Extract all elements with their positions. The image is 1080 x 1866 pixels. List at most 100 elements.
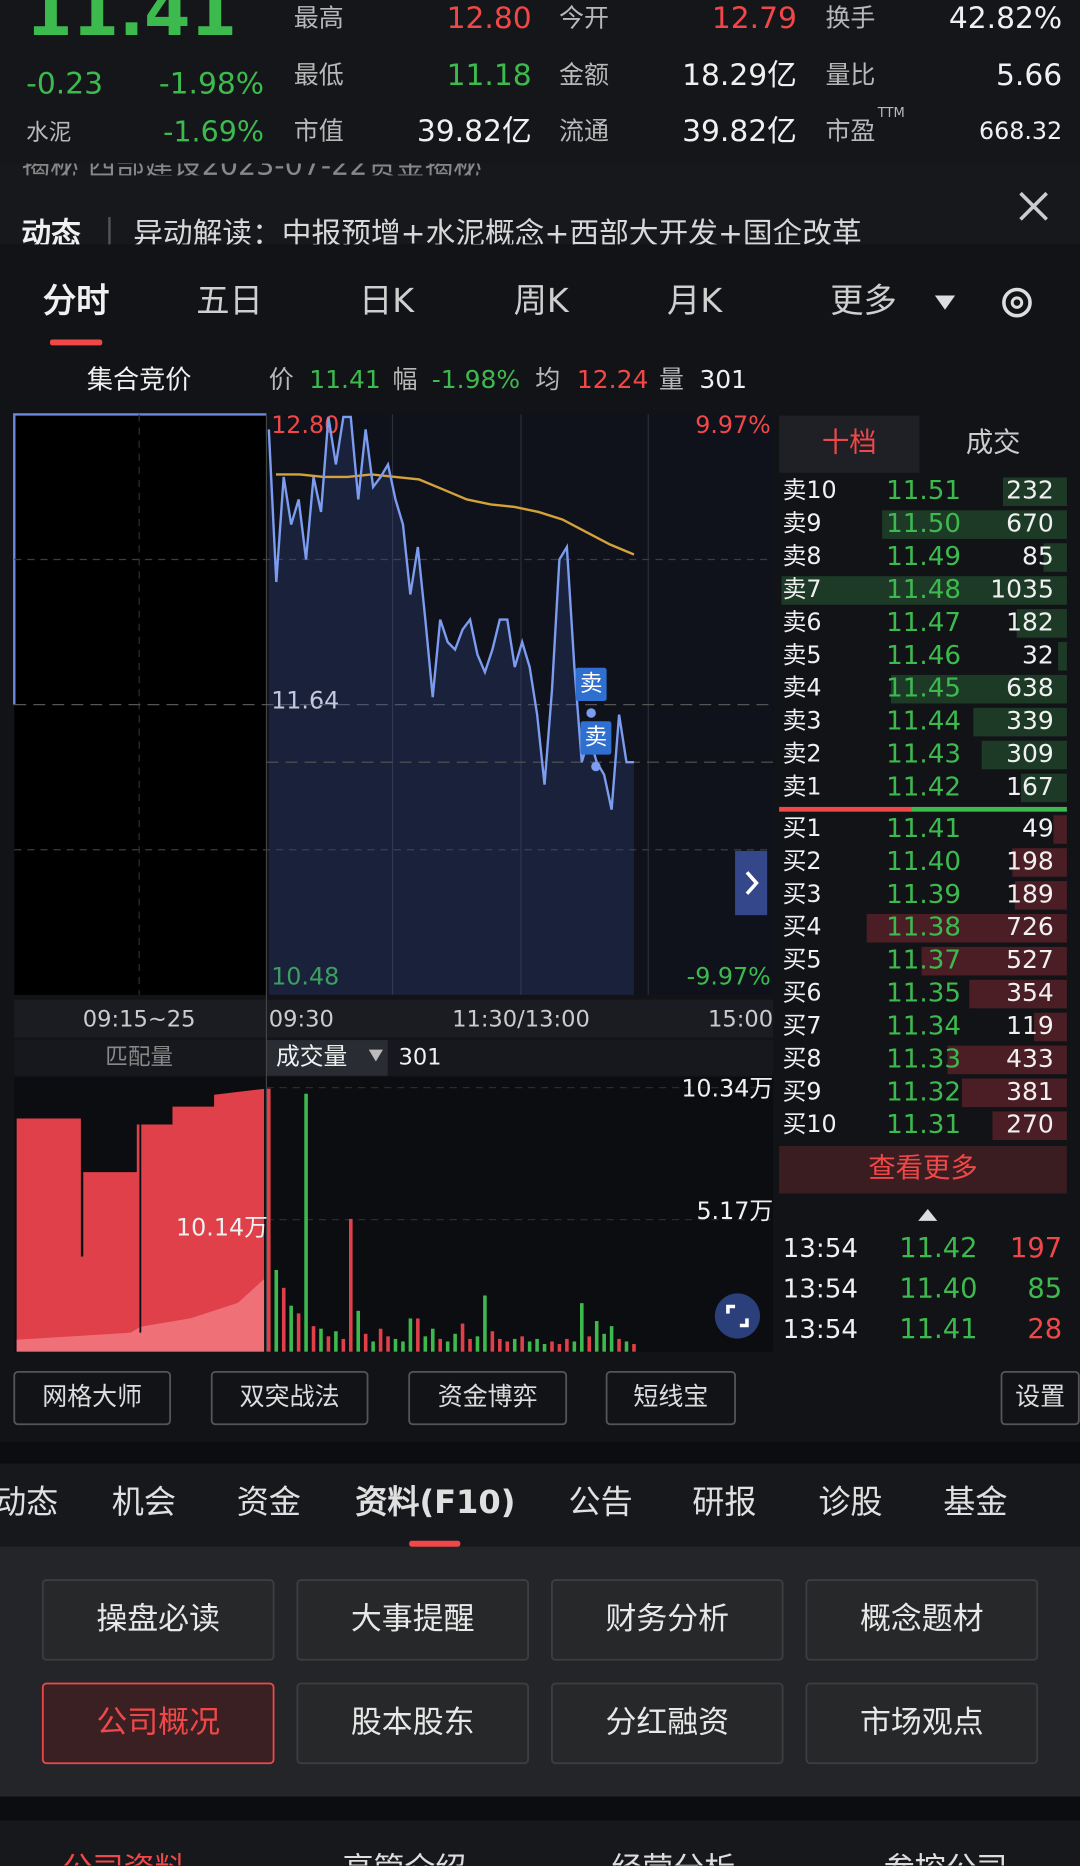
f10-button[interactable]: [805, 1682, 1039, 1765]
fullscreen-button[interactable]: [714, 1293, 761, 1339]
f10-label[interactable]: 市场观点: [860, 1704, 984, 1740]
chart-tab[interactable]: 周K: [514, 281, 570, 320]
nav-tab[interactable]: 资料(F10): [355, 1483, 515, 1521]
more-button[interactable]: [779, 1145, 1067, 1194]
f10-label[interactable]: 概念题材: [860, 1601, 984, 1637]
tool-button[interactable]: [13, 1371, 171, 1426]
fullscreen-icon: [726, 1304, 749, 1328]
tool-label[interactable]: 资金博弈: [438, 1382, 538, 1411]
chart-tab[interactable]: 月K: [667, 281, 723, 320]
book-level: 买1: [783, 814, 822, 842]
nav-tab[interactable]: 研报: [692, 1483, 756, 1521]
book-volume: 354: [1006, 978, 1054, 1007]
book-volume: 433: [1006, 1044, 1054, 1073]
match-value: 10.14万: [176, 1214, 268, 1242]
f10-label[interactable]: 分红融资: [605, 1704, 729, 1740]
volume-bar: [408, 1318, 413, 1352]
volume-bar: [565, 1338, 569, 1352]
volume-bar: [326, 1336, 331, 1352]
change-pct: -1.98%: [159, 66, 264, 101]
f10-label[interactable]: 公司概况: [96, 1704, 220, 1740]
tool-label[interactable]: 双突战法: [240, 1382, 340, 1411]
nav-tab[interactable]: 公告: [569, 1483, 633, 1521]
stat-label: 金额: [559, 61, 609, 90]
sub-tab[interactable]: 高管介绍: [343, 1851, 467, 1866]
chart-tab[interactable]: 日K: [359, 281, 415, 320]
f10-button[interactable]: [296, 1579, 529, 1661]
f10-label[interactable]: 操盘必读: [96, 1601, 220, 1637]
sub-tab[interactable]: 公司资料: [62, 1851, 186, 1866]
tool-button[interactable]: [210, 1371, 369, 1426]
stat-label: 量比: [825, 61, 875, 90]
book-volume: 189: [1006, 879, 1054, 908]
tool-label[interactable]: 设置: [1015, 1382, 1065, 1411]
nav-tab[interactable]: 基金: [943, 1483, 1007, 1521]
book-price: 11.49: [886, 542, 961, 572]
more-text[interactable]: 查看更多: [868, 1153, 977, 1184]
price-area: [268, 416, 634, 995]
volume-selector[interactable]: [266, 1040, 388, 1076]
close-icon[interactable]: [1019, 191, 1048, 221]
chart-tab[interactable]: 更多: [830, 281, 897, 320]
settings-icon[interactable]: [1002, 287, 1032, 318]
stat-value: 39.82亿: [417, 114, 532, 149]
sub-tab[interactable]: 经营分析: [611, 1851, 735, 1866]
book-price: 11.35: [886, 979, 961, 1009]
price-line: [267, 415, 634, 810]
f10-label[interactable]: 股本股东: [351, 1704, 475, 1740]
f10-button[interactable]: [805, 1579, 1039, 1661]
info-avg-label: 均: [535, 365, 560, 394]
stat-label: 今开: [559, 4, 609, 33]
book-price: 11.45: [886, 674, 961, 704]
expand-button[interactable]: [735, 850, 768, 916]
nav-tab[interactable]: 机会: [112, 1483, 176, 1521]
book-price: 11.34: [886, 1011, 961, 1041]
volume-bar: [594, 1321, 599, 1352]
tool-label[interactable]: 网格大师: [42, 1382, 142, 1411]
book-tab[interactable]: 成交: [966, 428, 1021, 459]
book-tab[interactable]: 十档: [822, 428, 877, 459]
vol-value: 301: [398, 1044, 441, 1070]
book-volume: 270: [1006, 1110, 1054, 1139]
volume-bar: [274, 1269, 279, 1352]
book-level: 卖8: [783, 542, 822, 570]
volume-bar: [363, 1333, 368, 1352]
nav-tab[interactable]: 动态: [0, 1483, 58, 1521]
time-axis-bg: [14, 999, 774, 1038]
volume-header-bg: [14, 1040, 774, 1076]
f10-button[interactable]: [551, 1579, 784, 1661]
vol-label[interactable]: 成交量: [276, 1042, 347, 1070]
sub-tab[interactable]: 参控公司: [884, 1851, 1008, 1866]
avg-line: [275, 473, 635, 556]
book-price: 11.48: [886, 575, 961, 605]
tool-button[interactable]: [1000, 1371, 1080, 1426]
book-level: 卖2: [783, 740, 822, 768]
depth-bar: [882, 510, 1067, 539]
nav-tab[interactable]: 资金: [237, 1483, 301, 1521]
collapse-caret[interactable]: [918, 1208, 938, 1221]
tool-button[interactable]: [605, 1371, 736, 1426]
trade-volume: 197: [1010, 1233, 1062, 1264]
f10-button[interactable]: [41, 1579, 275, 1661]
chart-tab[interactable]: 五日: [196, 281, 263, 320]
volume-bar: [535, 1338, 539, 1352]
expand-arrow: [745, 871, 759, 895]
depth-bar: [1043, 543, 1067, 572]
vol-tick-label: 10.34万: [681, 1075, 773, 1103]
stat-value: 5.66: [996, 58, 1062, 93]
f10-label[interactable]: 大事提醒: [351, 1601, 475, 1637]
book-price: 11.46: [886, 641, 961, 671]
f10-label[interactable]: 财务分析: [605, 1601, 729, 1637]
volume-bar: [423, 1336, 428, 1352]
f10-button[interactable]: [551, 1682, 784, 1765]
tool-button[interactable]: [408, 1371, 568, 1426]
f10-button[interactable]: [41, 1682, 275, 1765]
volume-bar: [624, 1341, 629, 1352]
f10-button[interactable]: [296, 1682, 529, 1765]
volume-bar: [416, 1318, 420, 1352]
tool-label[interactable]: 短线宝: [633, 1382, 708, 1411]
chart-tab[interactable]: 分时: [43, 281, 110, 320]
nav-tab[interactable]: 诊股: [818, 1483, 882, 1521]
stat-label: 最低: [294, 61, 344, 90]
book-level: 买7: [783, 1011, 822, 1039]
